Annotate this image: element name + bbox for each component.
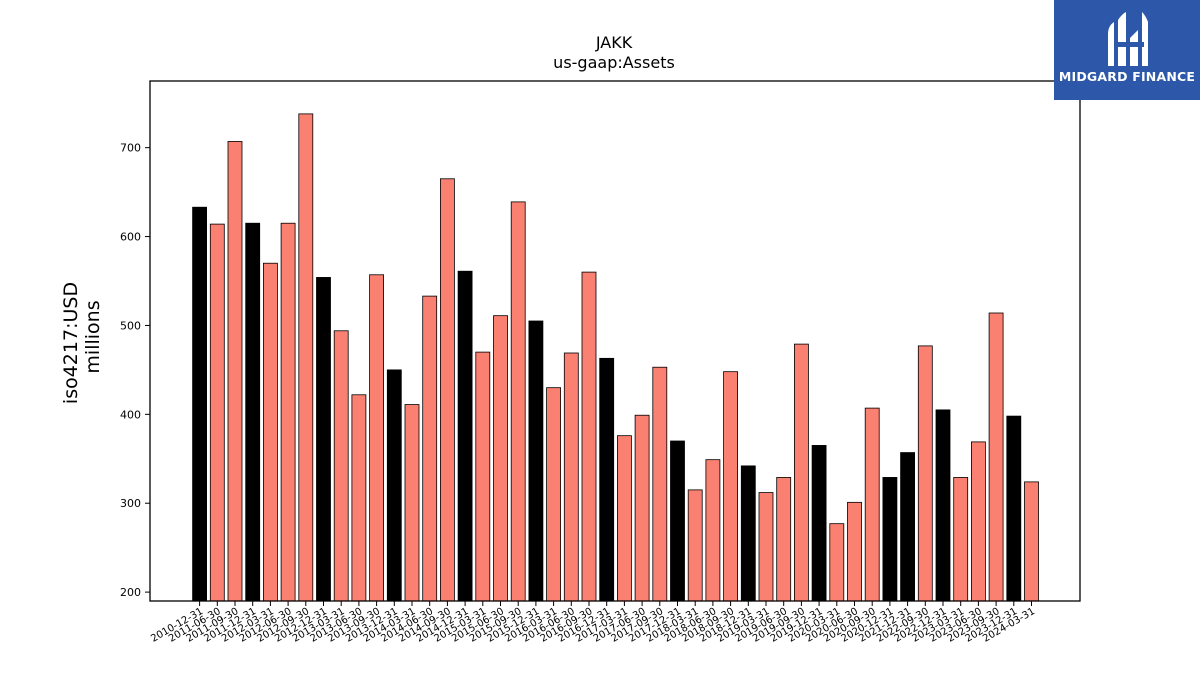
bar-2024-03-31 [1024,481,1039,602]
bar-2015-09-30 [510,201,526,602]
midgard-logo-icon [1108,12,1148,66]
bar-2020-12-31 [882,477,898,602]
y-axis: 200 300 400 500 600 700 [120,142,150,599]
bar-2018-12-31 [740,465,756,602]
bar-2012-06-30 [280,222,296,602]
bar-2015-06-30 [493,315,508,602]
bar-2018-03-31 [687,489,703,602]
bar-2021-12-31 [900,452,915,602]
bar-2023-03-31 [953,477,969,602]
bar-2014-12-31 [457,270,473,602]
bar-2016-03-31 [546,387,561,602]
bar-2020-09-30 [864,407,880,602]
bar-2017-09-30 [652,366,668,602]
y-axis-unit: millions [82,300,104,373]
bar-2015-12-31 [528,320,544,602]
bar-2010-12-31 [192,206,208,602]
bar-2023-09-30 [988,312,1004,602]
bar-2022-12-31 [935,409,951,602]
brand-name: MIDGARD FINANCE [1058,69,1196,84]
bar-2013-03-31 [333,330,349,602]
chart-title: JAKK [595,33,633,52]
bars-group [192,113,1039,602]
bar-2022-09-30 [917,345,933,602]
bar-2013-12-31 [386,369,402,602]
bar-2019-09-30 [794,343,809,602]
bar-2019-06-30 [776,477,792,602]
plot-frame [149,80,1081,602]
bar-2017-03-31 [617,435,632,602]
bar-2020-03-31 [829,523,845,602]
bar-2015-03-31 [475,351,491,602]
y-tick-label: 600 [120,231,141,244]
bar-2017-06-30 [634,414,650,602]
bar-2012-09-30 [298,113,314,602]
chart-subtitle: us-gaap:Assets [553,53,675,72]
bar-2014-03-31 [404,404,420,602]
bar-2019-12-31 [811,445,827,602]
y-tick-label: 200 [120,586,141,599]
bar-2023-12-31 [1006,415,1022,602]
bar-2011-09-30 [227,141,243,602]
bar-2018-09-30 [723,371,738,602]
y-axis-label: iso4217:USD [60,282,82,404]
bar-2011-12-31 [245,222,261,602]
bar-2023-06-30 [971,441,986,602]
bar-2013-09-30 [369,274,385,602]
bar-2014-09-30 [439,178,455,602]
brand-logo: MIDGARD FINANCE [1054,0,1200,100]
bar-2019-03-31 [758,492,774,602]
bar-2013-06-30 [351,394,367,602]
bar-2012-03-31 [262,262,278,602]
bar-2018-06-30 [705,459,721,602]
bar-2017-12-31 [670,440,685,602]
bar-2016-12-31 [599,357,615,602]
y-tick-label: 700 [120,142,141,155]
y-tick-label: 400 [120,408,141,421]
y-tick-label: 300 [120,497,141,510]
y-tick-label: 500 [120,319,141,332]
bar-2011-06-30 [209,223,225,602]
bar-2014-06-30 [422,295,438,602]
bar-2016-09-30 [581,271,597,602]
bar-2020-06-30 [847,501,862,602]
bar-2016-06-30 [563,352,579,602]
x-axis: 2010-12-312011-06-302011-09-302011-12-31… [149,601,1037,645]
bar-2012-12-31 [316,277,331,602]
